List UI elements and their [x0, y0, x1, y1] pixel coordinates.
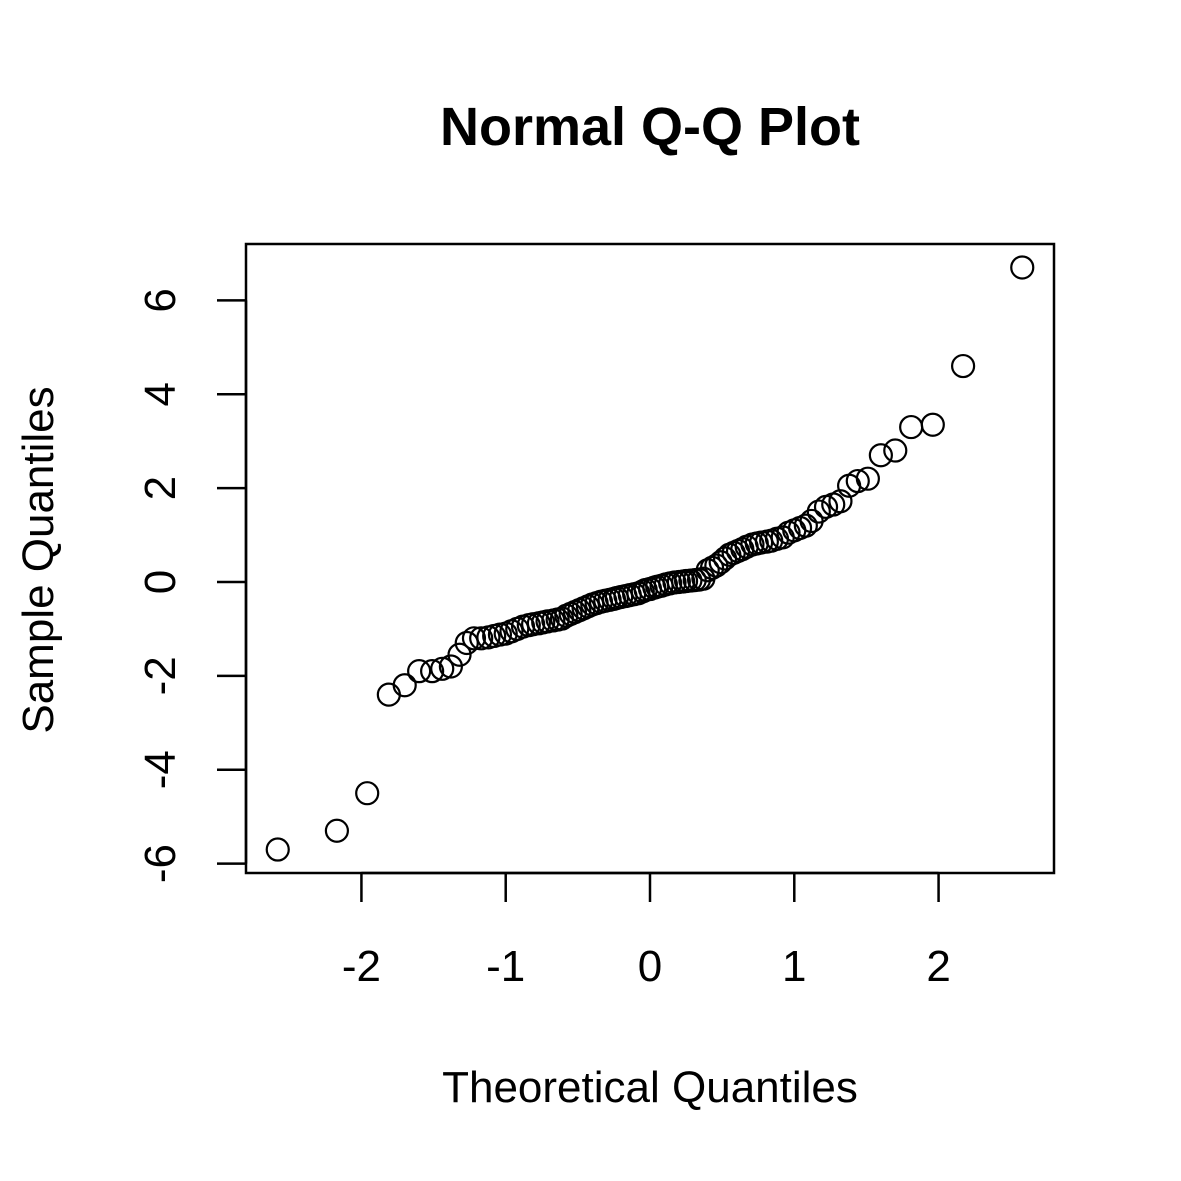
plot-frame [244, 242, 1056, 875]
y-tick-label: 2 [136, 476, 185, 500]
x-tick-label: 1 [782, 942, 806, 991]
data-point [392, 673, 417, 698]
data-point [855, 466, 880, 491]
x-tick-label: 2 [926, 942, 950, 991]
y-tick-label: 6 [136, 288, 185, 312]
data-point [868, 443, 893, 468]
y-tick-label: -4 [136, 750, 185, 789]
data-point [950, 353, 976, 379]
data-point [708, 550, 733, 575]
y-tick-label: 0 [136, 570, 185, 594]
data-point [806, 499, 831, 524]
data-point [469, 626, 494, 651]
y-axis-label: Sample Quantiles [14, 386, 63, 733]
y-tick-label: -2 [136, 656, 185, 695]
y-tick-label: 4 [136, 382, 185, 406]
data-point [899, 414, 924, 440]
x-tick-label: 0 [638, 942, 662, 991]
data-points [265, 255, 1035, 862]
y-tick-label: -6 [136, 844, 185, 883]
data-point [793, 513, 818, 538]
data-point [420, 659, 445, 684]
data-point [461, 626, 487, 651]
data-point [845, 468, 870, 494]
data-point [430, 656, 455, 681]
data-point [447, 642, 472, 667]
data-point [407, 659, 432, 684]
x-axis: -2 -1 0 1 2 [342, 871, 951, 991]
data-point [828, 489, 853, 514]
y-axis: -6 -4 -2 0 2 4 6 [136, 288, 248, 883]
data-point [883, 438, 908, 463]
data-point [920, 412, 945, 437]
x-axis-label: Theoretical Quantiles [442, 1063, 858, 1112]
data-point [376, 682, 401, 707]
data-point [324, 818, 349, 843]
x-tick-label: -2 [342, 942, 381, 991]
x-tick-label: -1 [486, 942, 525, 991]
data-point [355, 781, 380, 806]
data-point [1010, 255, 1035, 280]
data-point [265, 837, 290, 862]
chart-title: Normal Q-Q Plot [440, 97, 860, 157]
